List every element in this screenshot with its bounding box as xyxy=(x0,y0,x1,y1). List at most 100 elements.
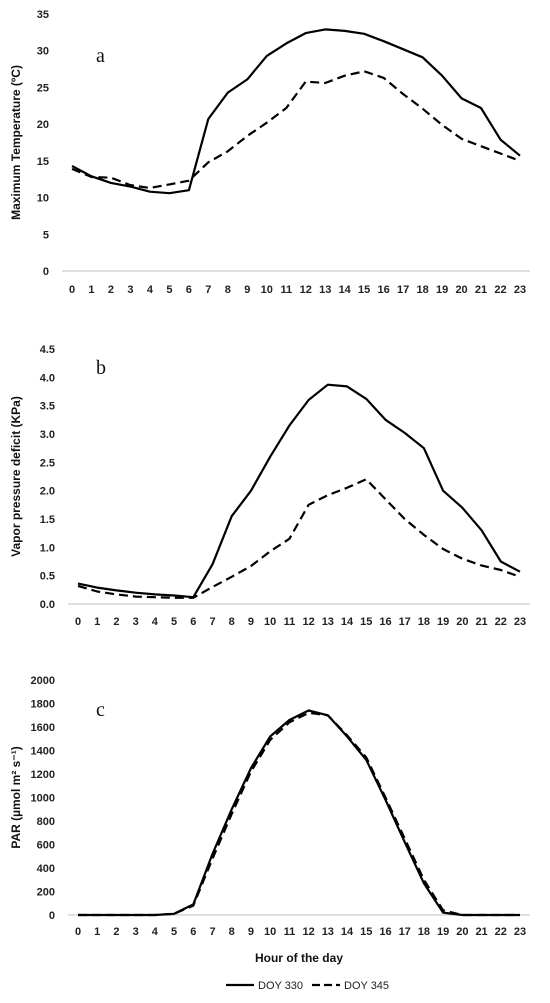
x-tick-label: 9 xyxy=(248,926,254,938)
y-tick-label: 1.5 xyxy=(40,514,55,526)
x-tick-label: 5 xyxy=(171,616,177,628)
x-tick-label: 15 xyxy=(358,284,370,296)
panel-letter: c xyxy=(96,699,105,721)
y-tick-label: 2000 xyxy=(31,675,55,687)
x-tick-label: 22 xyxy=(495,616,507,628)
x-tick-label: 9 xyxy=(248,616,254,628)
x-tick-label: 22 xyxy=(494,284,506,296)
x-tick-label: 8 xyxy=(225,284,231,296)
y-tick-label: 15 xyxy=(37,156,49,168)
y-tick-label: 600 xyxy=(37,840,55,852)
x-tick-label: 14 xyxy=(341,926,354,938)
x-tick-label: 5 xyxy=(171,926,177,938)
legend-label-doy-345: DOY 345 xyxy=(344,980,389,992)
x-tick-label: 11 xyxy=(280,284,292,296)
x-tick-label: 16 xyxy=(378,284,390,296)
x-tick-label: 11 xyxy=(284,616,296,628)
x-tick-label: 3 xyxy=(127,284,133,296)
legend-label-doy-330: DOY 330 xyxy=(258,980,303,992)
x-tick-label: 15 xyxy=(360,616,372,628)
y-tick-label: 1800 xyxy=(31,699,55,711)
y-tick-label: 1400 xyxy=(31,746,55,758)
x-tick-label: 4 xyxy=(147,284,154,296)
series-line-doy-330 xyxy=(71,28,521,195)
y-tick-label: 1200 xyxy=(31,769,55,781)
y-tick-label: 2.5 xyxy=(40,457,55,469)
y-tick-label: 0 xyxy=(49,910,55,922)
x-tick-label: 13 xyxy=(322,926,334,938)
x-tick-label: 17 xyxy=(399,616,411,628)
x-tick-label: 16 xyxy=(379,616,391,628)
x-tick-label: 21 xyxy=(475,926,487,938)
x-tick-label: 0 xyxy=(75,926,81,938)
y-tick-label: 0 xyxy=(43,266,49,278)
x-tick-label: 20 xyxy=(456,926,468,938)
y-axis-label: Maximum Temperature (ºC) xyxy=(9,65,23,220)
x-tick-label: 10 xyxy=(264,926,276,938)
y-axis-label: PAR (µmol m² s⁻¹) xyxy=(9,746,23,848)
y-tick-label: 25 xyxy=(37,82,49,94)
x-tick-label: 18 xyxy=(418,616,430,628)
x-tick-label: 6 xyxy=(186,284,192,296)
panel-letter: a xyxy=(96,45,105,67)
x-tick-label: 3 xyxy=(133,926,139,938)
y-tick-label: 20 xyxy=(37,119,49,131)
series-line-doy-345 xyxy=(77,478,521,599)
x-tick-label: 23 xyxy=(514,284,526,296)
x-tick-label: 6 xyxy=(190,926,196,938)
x-tick-label: 16 xyxy=(379,926,391,938)
x-tick-label: 0 xyxy=(69,284,75,296)
x-tick-label: 13 xyxy=(322,616,334,628)
y-tick-label: 5 xyxy=(43,229,49,241)
legend: DOY 330 DOY 345 xyxy=(226,980,389,992)
x-tick-label: 10 xyxy=(264,616,276,628)
x-tick-label: 20 xyxy=(456,616,468,628)
panel-letter: b xyxy=(96,357,106,379)
x-tick-label: 19 xyxy=(436,284,448,296)
x-tick-label: 4 xyxy=(152,926,159,938)
series-line-doy-345 xyxy=(78,711,520,917)
x-tick-label: 14 xyxy=(339,284,352,296)
series-line-doy-345 xyxy=(71,70,521,190)
x-tick-label: 2 xyxy=(108,284,114,296)
x-tick-label: 17 xyxy=(399,926,411,938)
x-tick-label: 23 xyxy=(514,926,526,938)
x-tick-label: 1 xyxy=(88,284,94,296)
x-tick-label: 23 xyxy=(514,616,526,628)
y-tick-label: 4.0 xyxy=(40,372,55,384)
x-tick-label: 3 xyxy=(133,616,139,628)
x-tick-label: 19 xyxy=(437,926,449,938)
x-tick-label: 7 xyxy=(205,284,211,296)
x-tick-label: 7 xyxy=(209,616,215,628)
y-tick-label: 4.5 xyxy=(40,344,55,356)
x-tick-label: 7 xyxy=(209,926,215,938)
x-tick-label: 8 xyxy=(229,616,235,628)
y-tick-label: 3.0 xyxy=(40,429,55,441)
x-tick-label: 22 xyxy=(495,926,507,938)
x-tick-label: 12 xyxy=(302,616,314,628)
x-tick-label: 10 xyxy=(261,284,273,296)
x-tick-label: 1 xyxy=(94,926,100,938)
x-tick-label: 0 xyxy=(75,616,81,628)
y-tick-label: 1600 xyxy=(31,722,55,734)
x-tick-label: 8 xyxy=(229,926,235,938)
x-tick-label: 6 xyxy=(190,616,196,628)
y-tick-label: 30 xyxy=(37,46,49,58)
y-tick-label: 200 xyxy=(37,887,55,899)
x-tick-label: 19 xyxy=(437,616,449,628)
y-tick-label: 0.0 xyxy=(40,599,55,611)
series-line-doy-330 xyxy=(77,383,521,599)
x-tick-label: 5 xyxy=(166,284,172,296)
y-tick-label: 10 xyxy=(37,193,49,205)
x-tick-label: 11 xyxy=(284,926,296,938)
chart-panel-b: 0.00.51.01.52.02.53.03.54.04.50 1 2 3 4 5 6 7 8 9… xyxy=(9,344,530,628)
x-axis-label: Hour of the day xyxy=(255,951,343,965)
x-tick-label: 13 xyxy=(319,284,331,296)
y-tick-label: 1000 xyxy=(31,793,55,805)
x-tick-label: 12 xyxy=(300,284,312,296)
y-tick-label: 1.0 xyxy=(40,542,55,554)
x-tick-label: 17 xyxy=(397,284,409,296)
x-tick-label: 18 xyxy=(418,926,430,938)
